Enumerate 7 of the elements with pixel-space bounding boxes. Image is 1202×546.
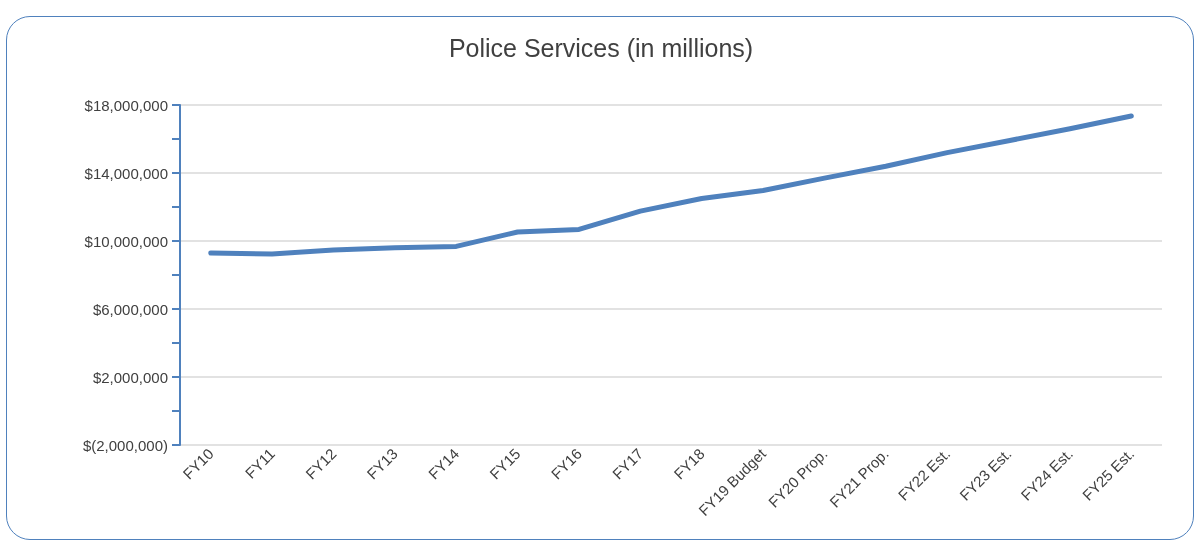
y-tick-label: $(2,000,000) (82, 436, 168, 454)
y-tick-label: $10,000,000 (84, 232, 168, 250)
y-tick-label: $14,000,000 (84, 164, 168, 182)
y-tick-label: $18,000,000 (84, 96, 168, 114)
y-tick-label: $6,000,000 (92, 300, 168, 318)
y-tick-label: $2,000,000 (92, 368, 168, 386)
chart-title: Police Services (in millions) (448, 33, 754, 62)
